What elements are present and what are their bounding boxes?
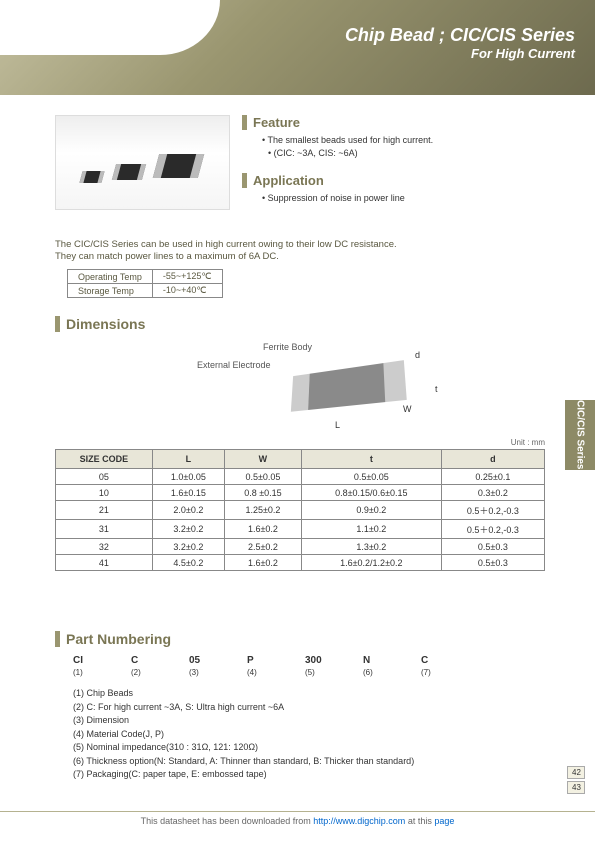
application-item: Suppression of noise in power line <box>262 192 545 205</box>
feature-list: The smallest beads used for high current… <box>242 134 545 159</box>
part-number-codes: CI C 05 P 300 N C <box>55 655 545 666</box>
d-label: d <box>415 350 420 360</box>
side-tab: CIC/CIS Series <box>565 400 595 470</box>
feature-heading: Feature <box>242 115 545 130</box>
W-label: W <box>403 404 412 414</box>
footer-link-page[interactable]: page <box>434 816 454 826</box>
page-subtitle: For High Current <box>345 46 575 61</box>
external-electrode-label: External Electrode <box>197 360 271 370</box>
unit-label: Unit : mm <box>55 438 545 447</box>
application-list: Suppression of noise in power line <box>242 192 545 205</box>
header-band: Chip Bead ; CIC/CIS Series For High Curr… <box>0 0 595 95</box>
application-heading: Application <box>242 173 545 188</box>
header-title-block: Chip Bead ; CIC/CIS Series For High Curr… <box>345 25 575 61</box>
content-area: Feature The smallest beads used for high… <box>55 115 545 782</box>
temp-table: Operating Temp-55~+125℃ Storage Temp-10~… <box>67 269 223 298</box>
ferrite-label: Ferrite Body <box>263 342 312 352</box>
feature-item: The smallest beads used for high current… <box>262 134 545 147</box>
feature-item: (CIC: ~3A, CIS: ~6A) <box>268 147 545 160</box>
dimensions-heading: Dimensions <box>55 316 545 332</box>
footer-link-domain[interactable]: http://www.digchip.com <box>313 816 405 826</box>
part-number-descriptions: (1) Chip Beads (2) C: For high current ~… <box>55 687 545 782</box>
page-title: Chip Bead ; CIC/CIS Series <box>345 25 575 46</box>
footer: This datasheet has been downloaded from … <box>0 811 595 826</box>
L-label: L <box>335 420 340 430</box>
dimensions-table: SIZE CODE L W t d 051.0±0.050.5±0.050.5±… <box>55 449 545 571</box>
intro-text: The CIC/CIS Series can be used in high c… <box>55 239 545 264</box>
dimension-diagram: Ferrite Body External Electrode L W d t <box>55 342 545 432</box>
t-label: t <box>435 384 438 394</box>
part-number-indices: (1) (2) (3) (4) (5) (6) (7) <box>55 668 545 677</box>
product-image <box>55 115 230 210</box>
page-numbers: 42 43 <box>567 766 585 796</box>
part-numbering-heading: Part Numbering <box>55 631 545 647</box>
